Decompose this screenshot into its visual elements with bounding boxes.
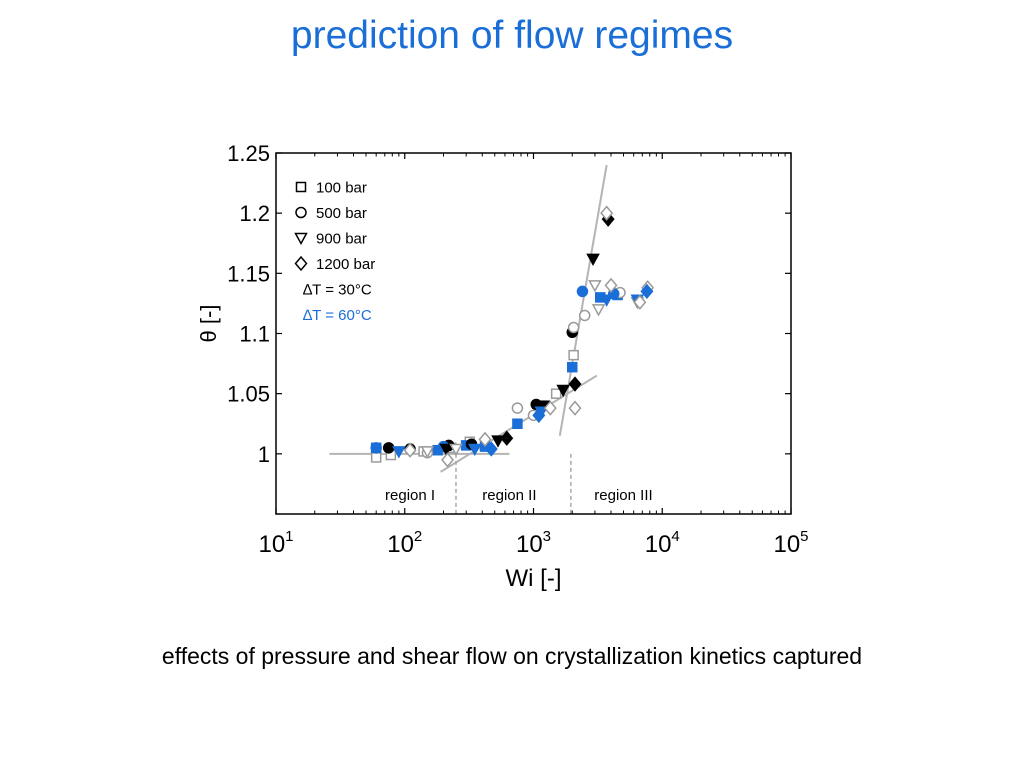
data-point xyxy=(420,446,435,459)
data-point xyxy=(600,205,614,221)
y-tick-label: 1.15 xyxy=(227,261,270,286)
axes: 101 102 103 104 105 1 1.05 1.1 1.15 1.2 1.25 Wi [-]… xyxy=(196,141,809,592)
region-label: region III xyxy=(594,487,652,504)
data-point xyxy=(604,277,618,294)
data-point xyxy=(550,388,562,399)
data-point xyxy=(576,285,589,298)
data-point xyxy=(370,442,382,454)
data-point xyxy=(441,452,455,468)
data-point xyxy=(591,304,606,317)
x-tick-label: 101 xyxy=(258,528,293,558)
legend-label: 100 bar xyxy=(316,180,367,197)
data-point xyxy=(568,376,582,392)
legend-label: ∆T = 30°C xyxy=(303,282,372,299)
x-tick-label: 104 xyxy=(645,528,680,558)
legend-label: 900 bar xyxy=(316,231,367,248)
y-tick-label: 1.05 xyxy=(227,382,270,407)
legend-marker xyxy=(294,232,308,246)
region-label: region I xyxy=(385,487,435,504)
y-tick-label: 1.2 xyxy=(239,201,270,226)
data-point xyxy=(567,321,580,334)
x-tick-label: 103 xyxy=(516,528,551,558)
fit-line xyxy=(558,164,608,436)
data-point xyxy=(633,294,647,310)
slide-caption: effects of pressure and shear flow on cr… xyxy=(161,643,863,669)
legend-label: 500 bar xyxy=(316,205,367,222)
x-tick-label: 102 xyxy=(387,528,422,558)
data-point xyxy=(512,418,523,429)
data-point xyxy=(556,384,570,398)
slide-title: prediction of flow regimes xyxy=(290,14,734,57)
y-tick-label: 1.25 xyxy=(227,141,270,166)
legend-label: ∆T = 60°C xyxy=(303,307,372,324)
data-point xyxy=(640,283,654,300)
data-point xyxy=(511,402,524,414)
data-point xyxy=(484,441,498,457)
region-labels: region I region II region III xyxy=(385,487,653,504)
data-point xyxy=(468,443,482,457)
legend-marker xyxy=(294,255,308,272)
data-point xyxy=(588,280,602,293)
data-point xyxy=(543,400,557,416)
data-point xyxy=(403,442,417,458)
region-boundaries xyxy=(455,453,572,514)
region-label: region II xyxy=(482,487,536,504)
legend-marker xyxy=(295,206,307,219)
y-tick-label: 1.1 xyxy=(239,322,270,347)
data-point xyxy=(532,407,546,423)
y-axis-label: θ [-] xyxy=(196,305,221,343)
data-point xyxy=(500,430,514,446)
data-point xyxy=(382,442,395,454)
data-point xyxy=(586,253,600,266)
data-points xyxy=(370,205,655,468)
legend: 100 bar 500 bar 900 bar 1200 bar ∆T = 30°C ∆T… xyxy=(294,180,375,324)
legend-marker xyxy=(295,181,307,193)
data-point xyxy=(449,443,463,457)
data-point xyxy=(567,361,578,373)
data-point xyxy=(568,400,582,416)
data-point xyxy=(568,349,579,361)
data-point xyxy=(370,452,382,463)
data-point xyxy=(439,443,454,457)
data-point xyxy=(392,446,406,459)
legend-label: 1200 bar xyxy=(316,256,375,273)
data-point xyxy=(578,309,591,322)
y-tick-label: 1 xyxy=(258,442,270,467)
data-point xyxy=(478,431,492,448)
x-tick-label: 105 xyxy=(773,528,808,558)
flow-regime-chart: 101 102 103 104 105 1 1.05 1.1 1.15 1.2 1.25 Wi [-]… xyxy=(196,141,809,592)
x-axis-label: Wi [-] xyxy=(506,565,562,592)
data-point xyxy=(599,294,614,307)
